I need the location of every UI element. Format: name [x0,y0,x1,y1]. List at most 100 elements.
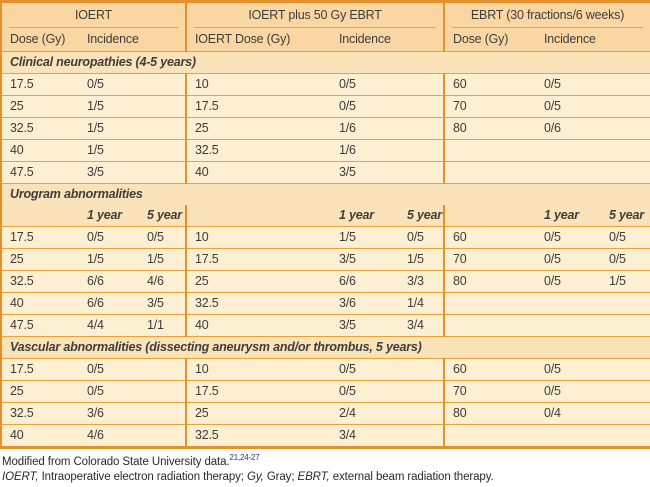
subheader-spacer [1,205,79,227]
year-subheader-cell: 1 year [87,208,122,222]
table-row: 25 0/5 17.5 0/5 70 0/5 [1,380,650,403]
incidence-cell: 3/5 [87,165,104,179]
table-row: 32.5 3/6 25 2/4 80 0/4 [1,402,650,425]
year-subheader-cell: 1 year [339,208,374,222]
section-title: Clinical neuropathies (4-5 years) [10,55,196,69]
abbreviation-term: Gy, [246,471,264,483]
dose-cell [443,314,537,337]
dose-column-header: IOERT Dose (Gy) [185,28,332,52]
table-row: 17.5 0/5 0/5 10 1/5 0/5 60 0/5 0/5 [1,226,650,249]
incidence-cell: 0/4 [544,406,561,420]
incidence-cell [536,162,601,184]
incidence-cell: 0/5 [544,362,561,376]
incidence-cell: 4/4 [87,318,104,332]
dose-cell: 40 [10,143,24,157]
incidence-cell: 2/4 [339,406,356,420]
dose-cell [443,292,537,315]
dose-cell: 47.5 [10,318,34,332]
incidence-cell: 1/5 [87,143,104,157]
dose-cell: 25 [185,270,332,293]
table-row: 25 1/5 17.5 0/5 70 0/5 [1,95,650,118]
source-note: Modified from Colorado State University … [2,454,650,470]
incidence-cell: 4/6 [87,428,104,442]
incidence-cell [139,162,186,184]
incidence-cell: 0/5 [87,230,104,244]
abbreviation-text: Intraoperative electron radiation therap… [38,471,247,483]
dose-cell: 25 [10,99,24,113]
incidence-cell: 1/5 [87,121,104,135]
dose-cell: 60 [443,358,537,381]
dose-cell: 17.5 [10,362,34,376]
incidence-cell [139,118,186,140]
section-title-row: Vascular abnormalities (dissecting aneur… [1,336,650,359]
incidence-cell: 0/5 [87,362,104,376]
dose-cell: 10 [185,358,332,381]
incidence-cell: 0/5 [544,384,561,398]
incidence-cell: 0/5 [339,384,356,398]
incidence-cell: 0/5 [339,362,356,376]
incidence-cell: 0/5 [339,77,356,91]
dose-cell: 32.5 [10,121,34,135]
dose-cell: 40 [10,428,24,442]
dose-cell: 10 [185,73,332,96]
incidence-cell [139,403,186,425]
incidence-cell: 3/4 [407,318,424,332]
section-title-row: Urogram abnormalities [1,183,650,205]
dose-cell: 25 [10,384,24,398]
dose-cell: 17.5 [10,77,34,91]
section-title: Urogram abnormalities [10,187,143,201]
incidence-cell: 0/5 [544,230,561,244]
dose-cell: 47.5 [10,165,34,179]
incidence-cell: 1/5 [609,274,626,288]
table-row: 32.5 1/5 25 1/6 80 0/6 [1,117,650,140]
incidence-cell: 0/5 [87,77,104,91]
source-text: Modified from Colorado State University … [2,456,230,468]
dose-cell: 40 [185,314,332,337]
dose-cell: 17.5 [10,230,34,244]
dose-cell: 10 [185,226,332,249]
incidence-cell [399,140,444,162]
group-header-2: IOERT plus 50 Gy EBRT [185,1,445,28]
incidence-cell: 1/1 [147,318,164,332]
dose-cell: 70 [443,95,537,118]
incidence-cell: 0/5 [609,252,626,266]
incidence-cell [399,403,444,425]
incidence-cell: 1/5 [87,99,104,113]
incidence-cell: 0/5 [339,99,356,113]
incidence-cell [601,315,650,337]
incidence-cell: 3/5 [147,296,164,310]
year-subheader-cell: 1 year [544,208,579,222]
incidence-cell [601,425,650,448]
dose-cell: 17.5 [185,380,332,403]
incidence-cell [536,425,601,448]
abbreviation-text: Gray; [263,471,298,483]
incidence-cell: 1/5 [147,252,164,266]
incidence-cell: 1/5 [339,230,356,244]
incidence-cell [399,96,444,118]
dose-cell: 70 [443,380,537,403]
toxicity-table: IOERT IOERT plus 50 Gy EBRT EBRT (30 fract… [0,0,650,449]
group-header-3: EBRT (30 fractions/6 weeks) [443,1,650,28]
subheader-spacer [185,205,332,227]
dose-cell: 25 [10,252,24,266]
group-header-1: IOERT [1,1,187,28]
incidence-cell: 1/4 [407,296,424,310]
incidence-cell [399,118,444,140]
dose-cell: 60 [443,73,537,96]
group-header-label: EBRT (30 fractions/6 weeks) [452,8,644,28]
dose-cell: 60 [443,226,537,249]
table-row: 32.5 6/6 4/6 25 6/6 3/3 80 0/5 1/5 [1,270,650,293]
incidence-cell: 0/5 [147,230,164,244]
incidence-cell [536,293,601,315]
subheader-spacer [443,205,537,227]
dose-column-header: Dose (Gy) [443,28,537,52]
incidence-cell [601,140,650,162]
table-row: 40 4/6 32.5 3/4 [1,424,650,448]
table-row: 47.5 3/5 40 3/5 [1,161,650,184]
incidence-cell: 0/5 [609,230,626,244]
dose-cell: 40 [185,161,332,184]
incidence-cell [399,381,444,403]
incidence-cell: 3/3 [407,274,424,288]
incidence-cell [601,359,650,381]
incidence-column-header: Incidence [331,28,445,52]
